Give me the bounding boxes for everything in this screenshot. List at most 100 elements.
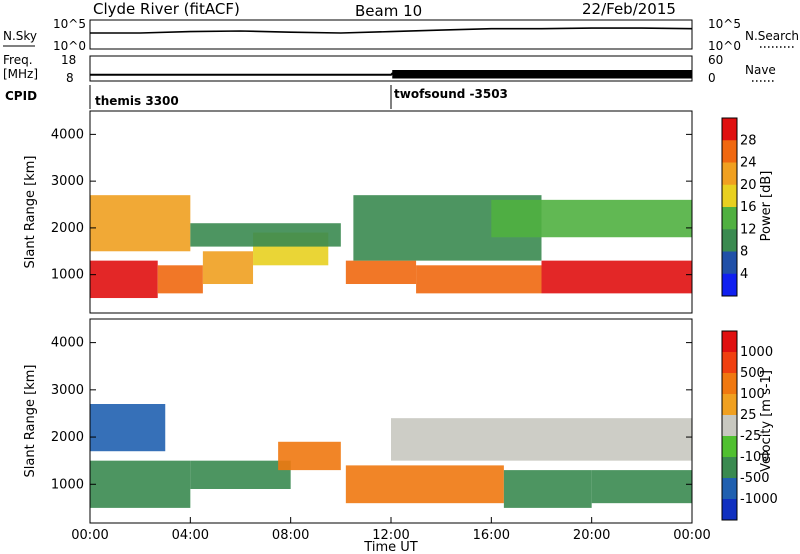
colorbar-swatch-5: [722, 436, 737, 458]
colorbar-tick-6: 28: [740, 133, 757, 148]
colorbar-tick-0: 4: [740, 267, 748, 282]
cpid-label: CPID: [5, 89, 37, 103]
nave-ytick-bottom: 0: [708, 71, 716, 85]
colorbar-tick-2: 12: [740, 222, 757, 237]
ytick-label-1: 2000: [51, 430, 84, 445]
colorbar-swatch-2: [722, 373, 737, 395]
power-ylabel: Slant Range [km]: [23, 156, 38, 269]
freq-left-label: Freq.: [3, 53, 33, 67]
noise-ytick-left-bottom: 10^0: [53, 39, 86, 53]
nave-right-label: Nave: [745, 63, 776, 77]
x-axis-label: Time UT: [363, 540, 417, 554]
colorbar-swatch-0: [722, 331, 737, 353]
colorbar-swatch-5: [722, 229, 737, 252]
colorbar-swatch-4: [722, 207, 737, 230]
ytick-label-2: 3000: [51, 383, 84, 398]
ytick-label-3: 4000: [51, 336, 84, 351]
colorbar-tick-3: 25: [740, 408, 757, 423]
velocity-ylabel: Slant Range [km]: [23, 365, 38, 478]
power-colorbar: 4 8 12 16 20 24 28: [721, 117, 757, 297]
data-band-2: [202, 251, 254, 285]
velocity-colorbar-label: Velocity [m s-1]: [759, 370, 774, 472]
colorbar-swatch-0: [722, 118, 737, 141]
noise-right-label: N.Search: [745, 29, 799, 43]
colorbar-tick-4: -25: [740, 429, 761, 444]
colorbar-tick-0: 1000: [740, 345, 773, 360]
ytick-label-0: 1000: [51, 477, 84, 492]
noise-trace: [90, 27, 693, 34]
noise-left-label: N.Sky: [3, 29, 37, 43]
colorbar-swatch-7: [722, 273, 737, 297]
colorbar-swatch-6: [722, 457, 737, 479]
power-yticks: 1000 2000 3000 4000: [51, 127, 692, 283]
ytick-label-3: 4000: [51, 127, 84, 142]
data-band-1: [157, 265, 203, 294]
colorbar-swatch-3: [722, 394, 737, 416]
xtick-label-6: 00:00: [673, 528, 710, 543]
power-panel-frame: [89, 110, 693, 314]
xtick-label-2: 08:00: [272, 528, 309, 543]
power-data: [90, 195, 692, 299]
data-band-0: [90, 460, 191, 508]
beam-title: Beam 10: [355, 2, 422, 20]
colorbar-tick-7: -1000: [740, 492, 778, 507]
x-axis: 00:00 04:00 08:00 12:00 16:00 20:00 00:00: [71, 517, 711, 543]
xtick-label-3: 12:00: [372, 528, 409, 543]
velocity-data: [90, 404, 692, 508]
cpid-segment-0: themis 3300: [95, 94, 179, 108]
data-band-5: [416, 265, 542, 294]
data-band-5: [591, 470, 692, 504]
velocity-yticks: 1000 2000 3000 4000: [51, 336, 692, 492]
data-band-8: [190, 223, 341, 247]
colorbar-swatch-6: [722, 251, 737, 275]
ytick-label-1: 2000: [51, 221, 84, 236]
colorbar-tick-1: 500: [740, 366, 765, 381]
ytick-label-0: 1000: [51, 268, 84, 283]
colorbar-tick-1: 8: [740, 245, 748, 260]
noise-panel-frame: [89, 19, 693, 50]
velocity-colorbar: 1000 500 100 25 -25 -100 -500 -1000: [721, 330, 778, 521]
colorbar-tick-2: 100: [740, 387, 765, 402]
freq-panel-frame: [89, 55, 693, 82]
data-band-6: [541, 260, 692, 294]
data-band-2: [278, 441, 341, 471]
colorbar-swatch-1: [722, 352, 737, 374]
freq-trace: [90, 70, 692, 79]
colorbar-swatch-2: [722, 162, 737, 186]
station-title: Clyde River (fitACF): [93, 0, 240, 18]
noise-line: [90, 27, 693, 34]
date-title: 22/Feb/2015: [582, 0, 676, 18]
colorbar-tick-5: 24: [740, 156, 757, 171]
colorbar-tick-3: 16: [740, 200, 757, 215]
colorbar-swatch-1: [722, 140, 737, 163]
xtick-label-4: 16:00: [473, 528, 510, 543]
nave-band: [392, 70, 692, 79]
noise-ytick-right-top: 10^5: [708, 17, 741, 31]
colorbar-tick-5: -100: [740, 450, 770, 465]
ytick-label-2: 3000: [51, 174, 84, 189]
colorbar-frame: [721, 117, 738, 297]
data-band-4: [345, 260, 417, 285]
data-band-6: [391, 418, 692, 461]
xtick-label-0: 00:00: [71, 528, 108, 543]
noise-ytick-left-top: 10^5: [53, 17, 86, 31]
colorbar-frame: [721, 330, 738, 521]
data-band-10: [491, 199, 692, 238]
colorbar-swatch-7: [722, 478, 737, 500]
data-band-7: [90, 195, 191, 252]
xtick-label-1: 04:00: [172, 528, 209, 543]
freq-ytick-top: 18: [61, 53, 76, 67]
data-band-7: [90, 404, 166, 452]
power-colorbar-label: Power [dB]: [759, 171, 774, 242]
nave-ytick-top: 60: [708, 53, 723, 67]
colorbar-swatch-3: [722, 184, 737, 208]
noise-ytick-right-bottom: 10^0: [708, 39, 741, 53]
colorbar-swatch-4: [722, 415, 737, 437]
data-band-1: [190, 460, 291, 489]
colorbar-tick-4: 20: [740, 178, 757, 193]
data-band-0: [90, 260, 158, 299]
xtick-label-5: 20:00: [573, 528, 610, 543]
freq-ytick-bottom: 8: [66, 71, 74, 85]
data-band-3: [345, 465, 504, 504]
